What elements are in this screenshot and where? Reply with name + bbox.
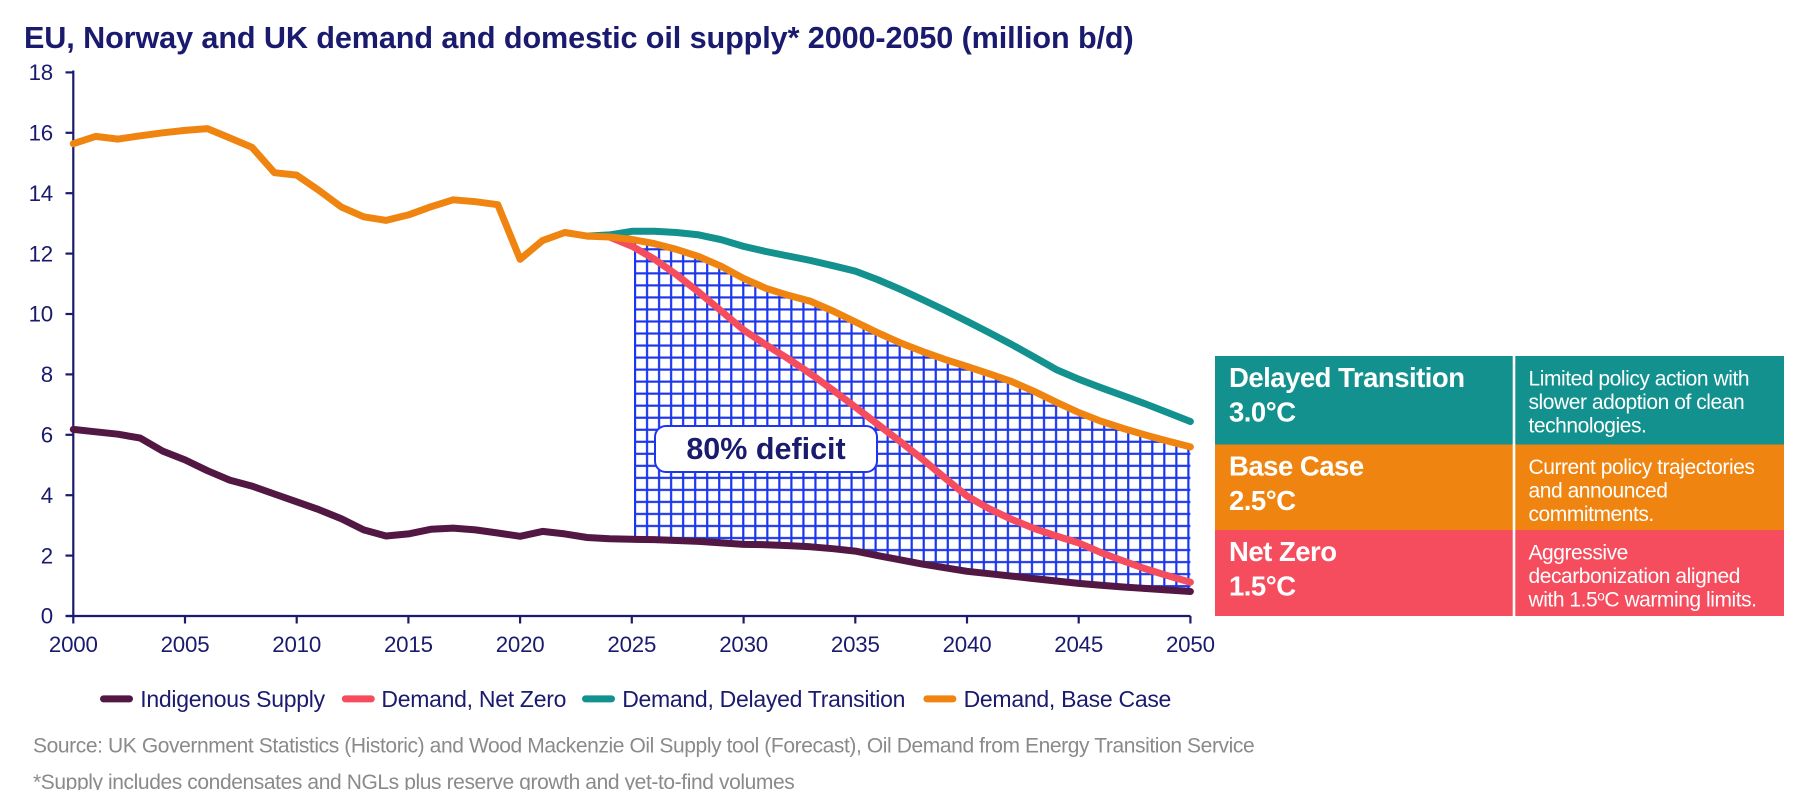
svg-text:16: 16 xyxy=(29,121,53,146)
svg-text:80% deficit: 80% deficit xyxy=(686,432,845,466)
svg-text:Limited policy action with: Limited policy action with xyxy=(1529,368,1750,391)
svg-text:technologies.: technologies. xyxy=(1529,415,1647,438)
svg-text:2030: 2030 xyxy=(719,632,768,657)
svg-text:10: 10 xyxy=(29,302,53,327)
svg-text:4: 4 xyxy=(41,483,53,508)
svg-text:EU, Norway and UK demand and d: EU, Norway and UK demand and domestic oi… xyxy=(24,21,1134,55)
svg-text:18: 18 xyxy=(29,60,53,85)
svg-text:Demand, Base Case: Demand, Base Case xyxy=(964,686,1171,712)
svg-text:2.5°C: 2.5°C xyxy=(1229,485,1296,516)
svg-text:2015: 2015 xyxy=(384,632,433,657)
svg-text:2045: 2045 xyxy=(1054,632,1103,657)
svg-text:3.0°C: 3.0°C xyxy=(1229,397,1296,428)
svg-text:and announced: and announced xyxy=(1529,480,1668,503)
svg-text:2050: 2050 xyxy=(1166,632,1215,657)
svg-text:*Supply includes condensates a: *Supply includes condensates and NGLs pl… xyxy=(33,771,794,790)
svg-text:Net Zero: Net Zero xyxy=(1229,536,1337,567)
svg-text:1.5°C: 1.5°C xyxy=(1229,571,1296,602)
svg-text:Delayed Transition: Delayed Transition xyxy=(1229,362,1465,393)
svg-text:Indigenous Supply: Indigenous Supply xyxy=(140,686,325,712)
svg-text:Base Case: Base Case xyxy=(1229,451,1364,482)
svg-text:Source: UK Government Statisti: Source: UK Government Statistics (Histor… xyxy=(33,735,1254,758)
svg-text:0: 0 xyxy=(41,604,53,629)
svg-text:Current policy trajectories: Current policy trajectories xyxy=(1529,456,1755,479)
svg-text:2040: 2040 xyxy=(943,632,992,657)
svg-text:2000: 2000 xyxy=(49,632,98,657)
svg-text:commitments.: commitments. xyxy=(1529,503,1654,526)
svg-text:decarbonization aligned: decarbonization aligned xyxy=(1529,565,1740,588)
svg-text:2010: 2010 xyxy=(272,632,321,657)
svg-text:Demand, Delayed Transition: Demand, Delayed Transition xyxy=(622,686,905,712)
svg-text:2025: 2025 xyxy=(607,632,656,657)
svg-text:with 1.5oC warming limits.: with 1.5oC warming limits. xyxy=(1528,589,1757,612)
svg-text:2005: 2005 xyxy=(161,632,210,657)
svg-text:slower adoption of clean: slower adoption of clean xyxy=(1529,391,1745,414)
svg-text:2: 2 xyxy=(41,543,53,568)
svg-text:6: 6 xyxy=(41,423,53,448)
svg-text:14: 14 xyxy=(29,181,53,206)
svg-text:Aggressive: Aggressive xyxy=(1529,542,1628,565)
svg-text:Demand, Net Zero: Demand, Net Zero xyxy=(381,686,566,712)
svg-text:12: 12 xyxy=(29,241,53,266)
svg-text:2035: 2035 xyxy=(831,632,880,657)
svg-text:2020: 2020 xyxy=(496,632,545,657)
svg-text:8: 8 xyxy=(41,362,53,387)
